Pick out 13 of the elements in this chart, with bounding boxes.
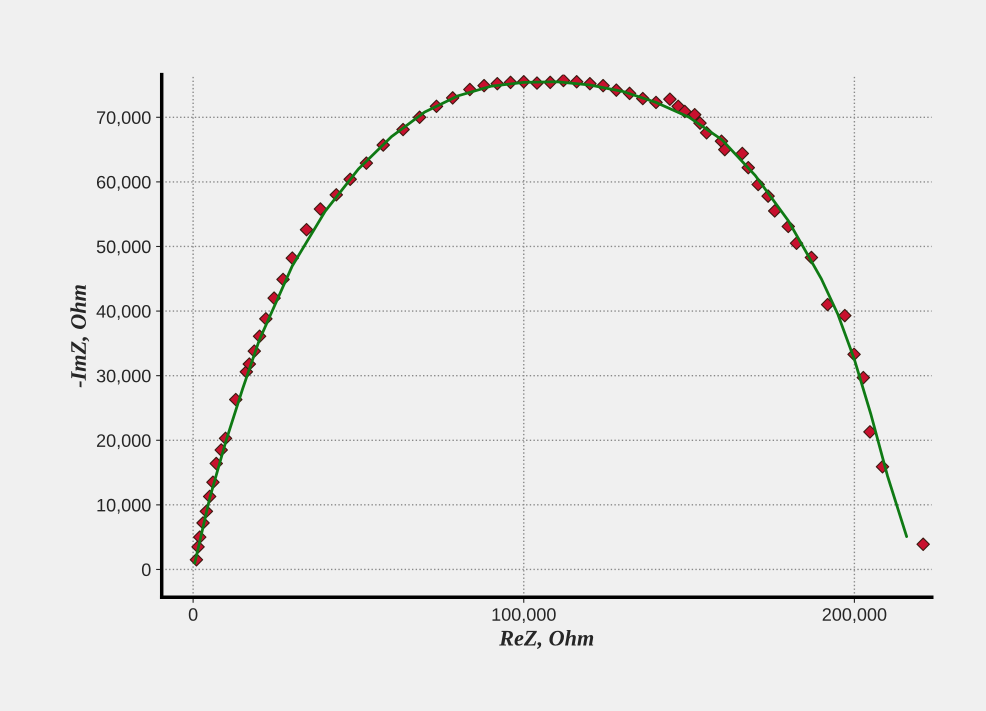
y-tick-label: 0 bbox=[142, 563, 151, 576]
y-tick-label: 20,000 bbox=[96, 434, 151, 450]
y-tick-label: 40,000 bbox=[96, 305, 151, 320]
y-tick-label: 30,000 bbox=[96, 370, 151, 385]
y-tick-label: 50,000 bbox=[96, 240, 151, 256]
x-tick-label: 0 bbox=[188, 608, 198, 621]
y-tick-label: 70,000 bbox=[96, 111, 151, 126]
y-tick-label: 10,000 bbox=[97, 498, 151, 514]
x-axis-title: ReZ, Ohm bbox=[499, 630, 594, 649]
y-axis-title: -ImZ, Ohm bbox=[70, 285, 90, 388]
x-tick-label: 100,000 bbox=[492, 608, 556, 624]
y-tick-label: 60,000 bbox=[96, 176, 151, 191]
x-tick-label: 200,000 bbox=[822, 608, 886, 624]
